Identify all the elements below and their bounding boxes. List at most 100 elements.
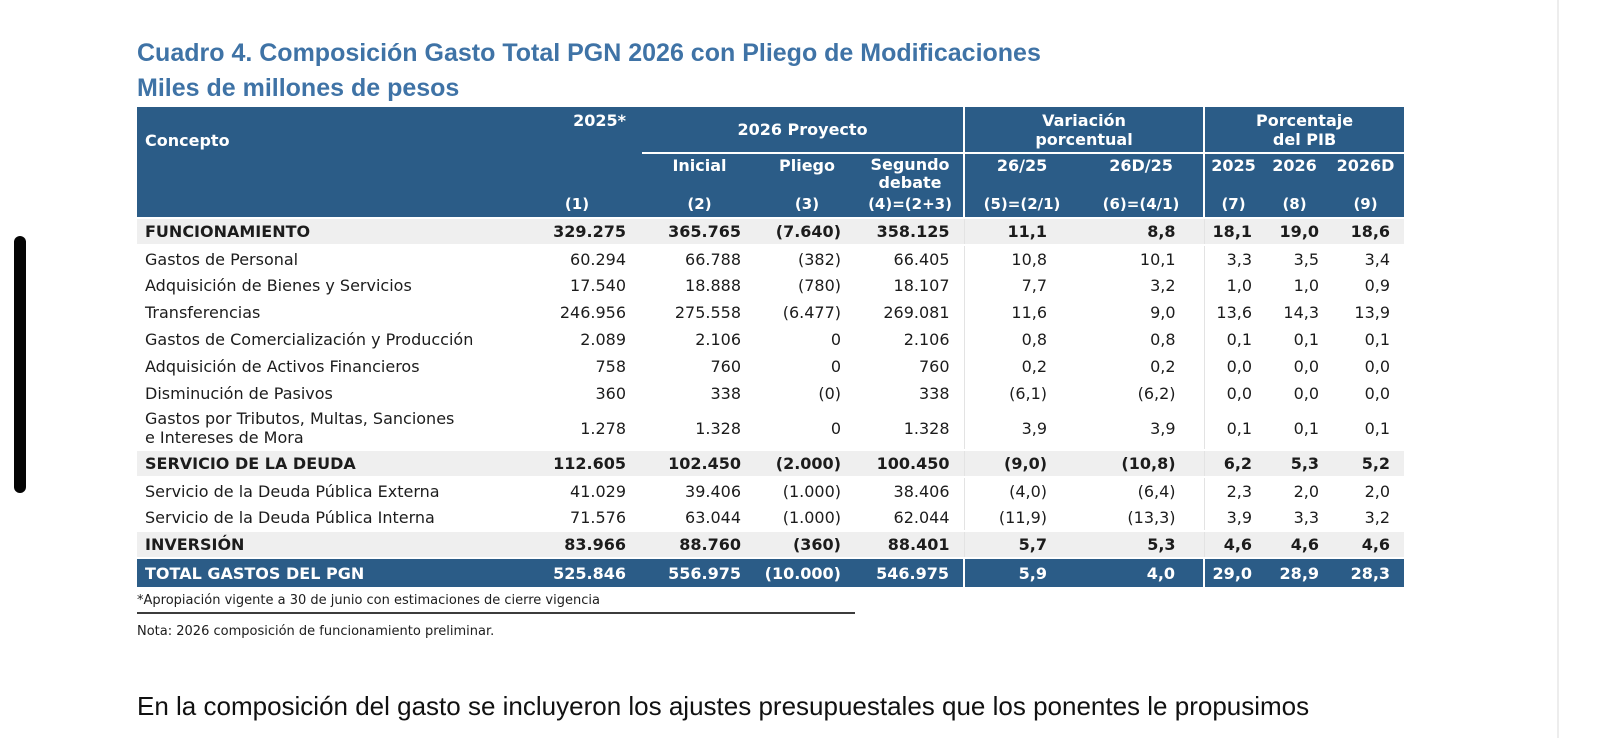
cell-value: 6,2 — [1203, 449, 1263, 478]
page-edge-line — [1557, 0, 1559, 738]
cell-value: 329.275 — [512, 217, 642, 246]
cell-value: 18.107 — [893, 276, 950, 295]
cell-value: 41.029 — [570, 481, 626, 501]
column-header-pliego: Pliego — [757, 153, 857, 192]
column-header-segundo-debate: Segundo debate — [857, 153, 965, 192]
cell-value: 358.125 — [857, 217, 965, 246]
cell-value: 0,0 — [1364, 384, 1391, 403]
column-number-3: (3) — [757, 192, 857, 218]
budget-table: Concepto 2025* 2026 Proyecto Variación p… — [137, 107, 1405, 587]
column-header-26d-25: 26D/25 — [1079, 153, 1205, 192]
cell-value: 4,6 — [1262, 530, 1328, 559]
cell-value: 71.576 — [570, 507, 626, 527]
cell-value: 3,2 — [1364, 507, 1391, 527]
cell-value: 88.760 — [642, 530, 757, 559]
table-row: FUNCIONAMIENTO 329.275 365.765 (7.640) 358.1… — [137, 217, 1405, 246]
cell-value: 0 — [830, 418, 841, 438]
table-row: Disminución de Pasivos 360 338 (0) 338 (6,1) (… — [137, 380, 1405, 407]
cell-value: (2.000) — [757, 449, 857, 478]
column-number-2: (2) — [642, 192, 757, 218]
cell-value: 0,1 — [1364, 418, 1391, 438]
cell-value: 0 — [830, 357, 841, 376]
row-label: Gastos de Personal — [145, 249, 299, 269]
table-row: SERVICIO DE LA DEUDA 112.605 102.450 (2.000… — [137, 449, 1405, 478]
column-number-7: (7) — [1203, 192, 1263, 218]
cell-value: 275.558 — [674, 303, 741, 322]
cell-value: 11,1 — [963, 217, 1080, 246]
table-row: Transferencias 246.956 275.558 (6.477) 269.0… — [137, 299, 1405, 326]
cell-value: 0,1 — [1203, 326, 1263, 353]
cell-value: 3,9 — [963, 407, 1080, 450]
cell-value: 10,1 — [1139, 249, 1176, 269]
column-number-4: (4)=(2+3) — [857, 192, 965, 218]
row-label: FUNCIONAMIENTO — [137, 217, 512, 246]
cell-value: 3,2 — [1150, 276, 1176, 295]
cell-value: 18,6 — [1327, 217, 1405, 246]
column-group-2026-proyecto: 2026 Proyecto — [642, 107, 965, 154]
cell-value: 102.450 — [642, 449, 757, 478]
cell-value: 760 — [918, 357, 950, 376]
column-header-pib-2026d: 2026D — [1327, 153, 1405, 192]
cell-value: (6,2) — [1137, 384, 1176, 403]
cell-value: 2.089 — [580, 330, 626, 349]
cell-value: (6,4) — [1137, 481, 1176, 501]
table-header: Concepto 2025* 2026 Proyecto Variación p… — [137, 107, 1405, 218]
cell-value: 1,0 — [1293, 276, 1320, 295]
cell-value: 0,0 — [1203, 353, 1263, 380]
column-header-concepto: Concepto — [137, 107, 512, 218]
cell-value: 760 — [710, 357, 741, 376]
cell-value: (1.000) — [782, 481, 841, 501]
row-label: Transferencias — [145, 303, 261, 322]
cell-value: 0,1 — [1293, 330, 1320, 349]
column-header-26-25: 26/25 — [963, 153, 1080, 192]
column-group-porcentaje-pib: Porcentaje del PIB — [1203, 107, 1405, 154]
table-subtitle: Miles de millones de pesos — [137, 74, 460, 102]
table-footnote: *Apropiación vigente a 30 de junio con e… — [137, 593, 855, 614]
column-header-2025: 2025* — [512, 107, 642, 192]
cell-value: 29,0 — [1203, 558, 1263, 587]
column-number-8: (8) — [1262, 192, 1328, 218]
cell-value: 17.540 — [570, 276, 626, 295]
table-row: Servicio de la Deuda Pública Externa 41.0… — [137, 477, 1405, 504]
row-label: Adquisición de Bienes y Servicios — [145, 276, 412, 295]
row-label: INVERSIÓN — [137, 530, 512, 559]
cell-value: (6,1) — [963, 380, 1080, 407]
cell-value: 5,2 — [1327, 449, 1405, 478]
cell-value: 5,7 — [963, 530, 1080, 559]
cell-value: 338 — [710, 384, 741, 403]
cell-value: 5,3 — [1079, 530, 1205, 559]
cell-value: 28,3 — [1350, 563, 1391, 583]
cell-value: (0) — [818, 384, 841, 403]
table-row: Gastos de Personal 60.294 66.788 (382) 66.40… — [137, 245, 1405, 272]
column-number-9: (9) — [1327, 192, 1405, 218]
table-row: Adquisición de Activos Financieros 758 760… — [137, 353, 1405, 380]
cell-value: 3,4 — [1364, 249, 1391, 269]
row-label: Servicio de la Deuda Pública Interna — [145, 507, 435, 527]
cell-value: 0,9 — [1364, 276, 1391, 295]
cell-value: 28,9 — [1279, 563, 1320, 583]
cell-value: 5,3 — [1262, 449, 1328, 478]
cell-value: (7.640) — [757, 217, 857, 246]
cell-value: 4,0 — [1146, 563, 1176, 583]
cell-value: 7,7 — [963, 272, 1080, 299]
cell-value: 1.328 — [695, 418, 741, 438]
cell-value: 365.765 — [642, 217, 757, 246]
cell-value: 4,6 — [1327, 530, 1405, 559]
row-label: TOTAL GASTOS DEL PGN — [145, 563, 365, 583]
row-label: Adquisición de Activos Financieros — [145, 357, 420, 376]
cell-value: 112.605 — [512, 449, 642, 478]
cell-value: 2.106 — [695, 330, 741, 349]
table-title: Cuadro 4. Composición Gasto Total PGN 20… — [137, 39, 1041, 67]
cell-value: 2,0 — [1364, 481, 1391, 501]
cell-value: 0,0 — [1203, 380, 1263, 407]
cell-value: 1.278 — [580, 418, 626, 438]
cell-value: 66.405 — [893, 249, 950, 269]
table-row: Gastos de Comercialización y Producción 2… — [137, 326, 1405, 353]
cell-value: (382) — [797, 249, 841, 269]
cell-value: 1.328 — [903, 418, 950, 438]
table-body: FUNCIONAMIENTO 329.275 365.765 (7.640) 358.1… — [137, 217, 1405, 587]
cell-value: 546.975 — [876, 563, 950, 583]
cell-value: 0 — [830, 330, 841, 349]
cell-value: 19,0 — [1262, 217, 1328, 246]
